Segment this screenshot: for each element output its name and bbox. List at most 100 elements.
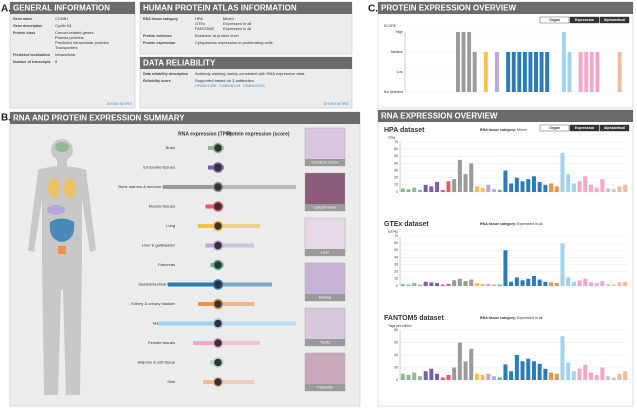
y-tick-label: Medium: [391, 50, 403, 54]
antibody-link[interactable]: CAB000115: [219, 83, 241, 88]
y-tick-label: 50: [394, 154, 398, 158]
antibody-link[interactable]: CAB003053: [243, 83, 265, 88]
tissue-icon: [212, 220, 224, 232]
bar: [600, 179, 605, 192]
box-title: GENERAL INFORMATION: [13, 4, 110, 13]
bar: [600, 281, 605, 286]
bar: [594, 283, 599, 286]
y-tick-label: 60: [394, 241, 398, 245]
tissue-icon: [212, 201, 224, 212]
box-title: RNA AND PROTEIN EXPRESSION SUMMARY: [13, 114, 185, 123]
y-tick-label: 10: [394, 277, 398, 281]
y-axis-label: NTPM: [388, 230, 398, 234]
rna-bar: [193, 341, 218, 345]
bar: [503, 170, 508, 192]
box-title: DATA RELIABILITY: [143, 59, 216, 68]
category-label: RNA tissue category:: [480, 222, 516, 226]
protein-bar: [218, 302, 254, 306]
tab[interactable]: [539, 16, 570, 24]
bar: [452, 179, 457, 192]
bar: [578, 52, 583, 92]
tissue-name: Gastrointestinal tract: [138, 282, 176, 287]
bar: [456, 32, 460, 92]
bar: [492, 376, 497, 380]
bar: [509, 281, 514, 286]
image-label-bg: [305, 384, 345, 391]
bar: [617, 186, 622, 192]
bar: [514, 355, 519, 380]
category-label: RNA tissue category:: [480, 128, 516, 132]
y-axis-label: Tags per million: [388, 324, 412, 328]
tab-label[interactable]: Alphabetical: [604, 126, 625, 130]
y-tick-label: 10: [394, 183, 398, 187]
tissue-name: Liver & gallbladder: [142, 243, 176, 248]
tab[interactable]: [599, 16, 630, 24]
tab[interactable]: [599, 124, 630, 132]
bar: [545, 52, 550, 92]
bar: [549, 282, 554, 286]
bar: [526, 179, 531, 192]
rna-bar: [205, 204, 218, 209]
row-label: Protein expression: [143, 41, 175, 45]
bar: [467, 32, 472, 92]
bar: [543, 368, 548, 380]
bar: [495, 52, 499, 92]
row-value: GTEx: [195, 21, 205, 26]
category-value: Expressed in all: [517, 316, 543, 320]
show-more[interactable]: SHOW MORE: [323, 101, 349, 106]
bar: [474, 186, 479, 192]
tab[interactable]: [539, 124, 570, 132]
tab[interactable]: [569, 16, 600, 24]
image-label-bg: [305, 159, 345, 166]
bar: [554, 283, 559, 286]
bar: [435, 182, 440, 192]
tissue-icon: [212, 142, 224, 154]
bar: [583, 278, 588, 286]
y-tick-label: 20: [394, 176, 398, 180]
y-tick-label: 50: [394, 248, 398, 252]
y-tick-label: 70: [394, 234, 398, 238]
tab-label[interactable]: Expression: [575, 18, 594, 22]
tab-label[interactable]: Alphabetical: [604, 18, 625, 22]
bar: [537, 182, 542, 192]
row-value: Cyclin B1: [55, 23, 73, 28]
row-value: 8: [55, 59, 58, 64]
hpa-header: [140, 2, 352, 14]
image-label: Cerebral cortex: [311, 160, 338, 165]
bar: [486, 373, 491, 380]
show-more[interactable]: SHOW MORE: [106, 101, 132, 106]
bar: [520, 181, 525, 192]
image-label-bg: [305, 294, 345, 301]
y-tick-label: 30: [394, 262, 398, 266]
bar: [429, 368, 434, 380]
tab[interactable]: [569, 124, 600, 132]
tissue-name: Pancreas: [158, 262, 175, 267]
row-value: Evidence at protein level: [195, 33, 239, 38]
bar: [440, 189, 445, 192]
bar: [623, 184, 628, 192]
dataset-title: HPA dataset: [384, 127, 425, 134]
tab-label[interactable]: Organ: [549, 18, 560, 22]
rna-header: [378, 110, 633, 122]
bar: [583, 176, 588, 192]
tab-label[interactable]: Expression: [575, 126, 594, 130]
bar: [457, 159, 462, 192]
protein-bar: [218, 341, 260, 345]
antibody-link[interactable]: HPA001326: [195, 83, 217, 88]
image-label: Testis: [320, 340, 330, 345]
bar: [483, 52, 488, 92]
image-label-bg: [305, 249, 345, 256]
bar: [423, 371, 428, 380]
tab-label[interactable]: Organ: [549, 126, 560, 130]
protein-bar: [218, 282, 272, 287]
rna-bar: [198, 224, 218, 228]
protein-header: Protein expression (score): [226, 131, 289, 137]
row-value: Expressed in all: [223, 21, 251, 26]
y-tick-label: 20: [394, 270, 398, 274]
panel-label: A.: [1, 4, 11, 15]
bar: [509, 183, 514, 192]
bar: [511, 52, 516, 92]
rna-bar: [163, 185, 218, 189]
